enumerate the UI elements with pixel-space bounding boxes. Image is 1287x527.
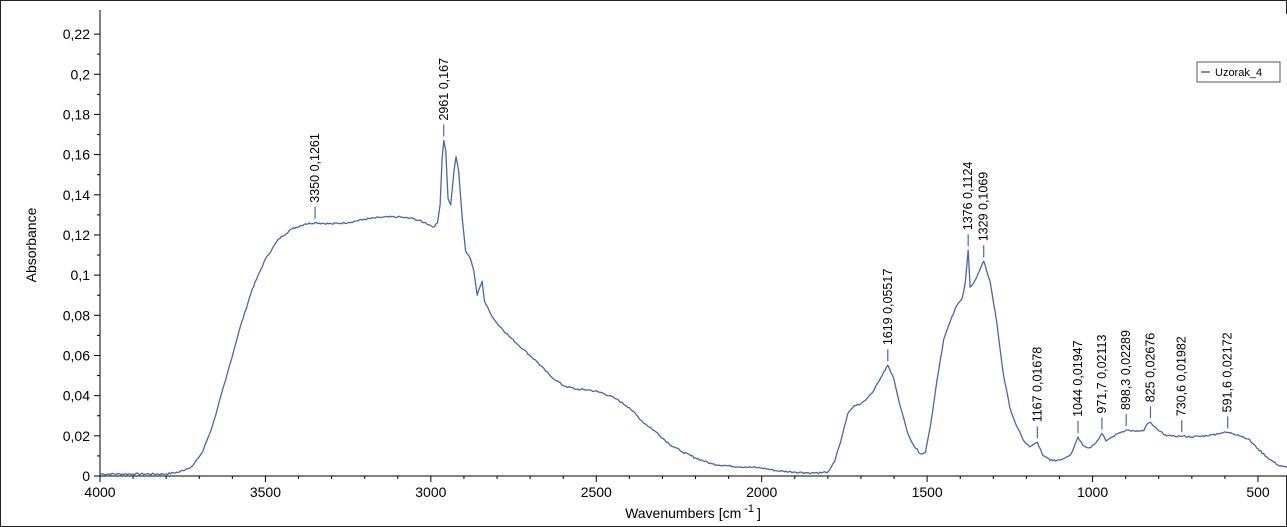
series-line [99, 139, 1287, 476]
peak-label: 825 0,02676 [1143, 333, 1157, 403]
peak-label: 1167 0,01678 [1030, 347, 1044, 423]
series-layer [99, 139, 1287, 476]
x-tick-label: 1500 [912, 484, 943, 500]
y-tick-label: 0 [82, 468, 90, 484]
y-tick-label: 0,2 [71, 66, 91, 82]
peak-label: 591,6 0,02172 [1221, 332, 1235, 412]
peak-label: 2961 0,167 [437, 58, 451, 121]
y-tick-label: 0,14 [63, 187, 90, 203]
peak-label: 730,6 0,01982 [1175, 336, 1189, 416]
x-axis-title-superscript: -1 [744, 503, 754, 515]
y-tick-label: 0,12 [63, 227, 90, 243]
x-axis-title-main: Wavenumbers [cm [625, 505, 741, 521]
legend: Uzorak_4 [1196, 61, 1281, 83]
peak-label: 1329 0,1069 [977, 172, 991, 242]
peak-label: 1376 0,1124 [961, 162, 975, 231]
peak-label: 971,7 0,02113 [1095, 334, 1109, 413]
x-axis-title-close: ] [757, 505, 761, 521]
peak-annotations: 3350 0,1261 2961 0,167 1619 0,05517 1376 0,… [308, 58, 1235, 439]
x-tick-label: 1000 [1077, 484, 1108, 500]
x-tick-label: 2500 [581, 484, 612, 500]
peak-label: 1619 0,05517 [881, 269, 895, 346]
x-tick-label: 2000 [746, 484, 777, 500]
y-tick-label: 0,16 [63, 147, 90, 163]
y-axis-title: Absorbance [23, 207, 39, 282]
plot-area [100, 14, 1287, 476]
y-tick-label: 0,22 [63, 26, 90, 42]
y-axis: 0 0,02 0,04 0,06 0,08 0,1 0,12 0,14 0,16 0,18 0,2 0… [63, 10, 101, 484]
y-tick-label: 0,02 [63, 428, 90, 444]
x-tick-label: 500 [1246, 484, 1270, 500]
y-tick-label: 0,1 [71, 267, 91, 283]
x-tick-label: 4000 [84, 484, 115, 500]
y-tick-label: 0,06 [63, 347, 90, 363]
y-tick-label: 0,08 [63, 307, 90, 323]
x-tick-label: 3500 [250, 484, 281, 500]
y-tick-label: 0,18 [63, 106, 90, 122]
y-tick-label: 0,04 [63, 388, 90, 404]
x-axis: 4000 3500 3000 2500 2000 1500 1000 500 [84, 475, 1287, 500]
x-tick-label: 3000 [415, 484, 446, 500]
legend-label: Uzorak_4 [1215, 67, 1262, 79]
peak-label: 898,3 0,02289 [1119, 330, 1133, 410]
legend-box [1196, 61, 1281, 83]
peak-label: 1044 0,01947 [1071, 340, 1085, 417]
peak-label: 3350 0,1261 [308, 133, 322, 203]
x-axis-title: Wavenumbers [cm -1] [625, 503, 761, 521]
